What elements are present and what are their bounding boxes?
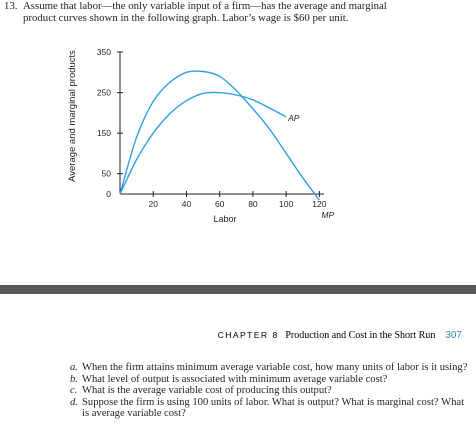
y-tick-label: 350 (97, 47, 111, 57)
product-curves-chart: 20 40 60 80 100 120 0 50 150 250 350 AP MP Average… (67, 47, 334, 224)
x-tick-label: 80 (248, 199, 258, 209)
x-tick-label: 120 (312, 199, 326, 209)
page-divider (0, 285, 476, 294)
question-parts: a. When the firm attains minimum average… (70, 362, 470, 420)
part-label: d. (70, 396, 78, 408)
question-part-c: c. What is the average variable cost of … (70, 385, 470, 397)
y-tick-label: 0 (106, 189, 111, 199)
y-tick-label: 250 (97, 88, 111, 98)
page-number: 307 (445, 330, 462, 341)
part-text: Suppose the firm is using 100 units of l… (82, 396, 465, 420)
question-text-line-2: product curves shown in the following gr… (23, 12, 349, 24)
x-tick-label: 20 (148, 199, 158, 209)
mp-curve (119, 70, 320, 201)
chart-axes (119, 52, 324, 195)
part-text: When the firm attains minimum average va… (82, 362, 468, 373)
y-axis-label: Average and marginal products (67, 50, 78, 182)
page-header: CHAPTER 8 Production and Cost in the Sho… (218, 330, 462, 341)
part-text: What is the average variable cost of pro… (82, 385, 332, 396)
part-label: c. (70, 385, 78, 396)
x-tick-label: 40 (182, 199, 192, 209)
x-tick-label: 60 (215, 199, 225, 209)
question-number: 13. (4, 0, 18, 12)
y-axis-ticks: 0 50 150 250 350 (97, 47, 123, 199)
part-label: a. (70, 362, 78, 373)
chart-curves: AP MP (119, 70, 334, 220)
question-text-line-1: Assume that labor—the only variable inpu… (23, 0, 387, 12)
x-tick-label: 100 (279, 199, 293, 209)
ap-curve-label: AP (287, 113, 300, 123)
mp-curve-label: MP (321, 210, 334, 220)
x-axis-ticks: 20 40 60 80 100 120 (148, 191, 327, 209)
chapter-title: Production and Cost in the Short Run (285, 330, 436, 341)
question-part-b: b. What level of output is associated wi… (70, 374, 470, 386)
part-label: b. (70, 373, 78, 385)
ap-curve (119, 91, 287, 195)
question-part-a: a. When the firm attains minimum average… (70, 362, 470, 374)
chapter-number: 8 (272, 330, 278, 340)
y-tick-label: 150 (97, 128, 111, 138)
question-part-d: d. Suppose the firm is using 100 units o… (70, 397, 470, 420)
chapter-label: CHAPTER (217, 330, 269, 340)
part-text: What level of output is associated with … (82, 373, 388, 385)
x-axis-label: Labor (213, 214, 236, 224)
y-tick-label: 50 (102, 169, 112, 179)
